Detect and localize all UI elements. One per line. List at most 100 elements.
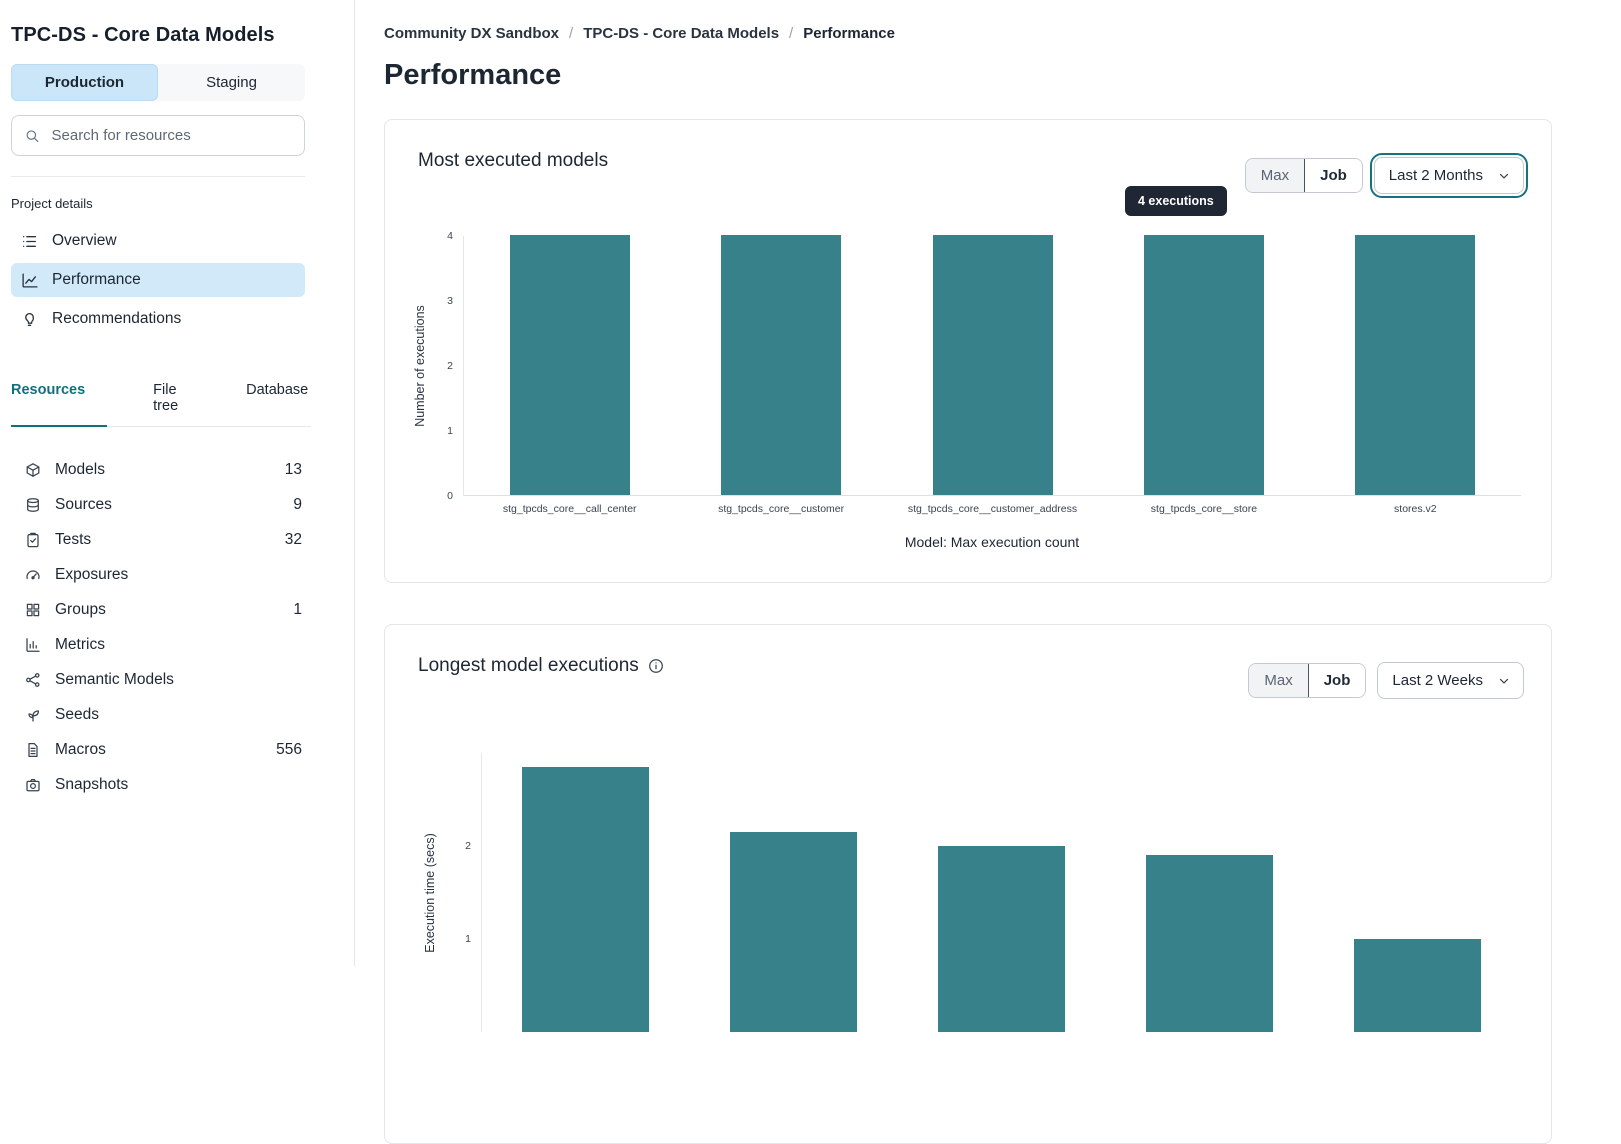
bar[interactable]	[937, 846, 1065, 1032]
card-longest-model-executions: Longest model executions Max Job Last 2 …	[384, 624, 1552, 1144]
x-tick-label: stg_tpcds_core__customer	[718, 503, 845, 515]
line-chart-icon	[22, 272, 38, 288]
time-range-select[interactable]: Last 2 Months	[1369, 153, 1529, 198]
semantic-network-icon	[26, 672, 40, 687]
bar[interactable]	[1353, 939, 1481, 1032]
resource-row-snapshots[interactable]: Snapshots	[11, 767, 305, 802]
list-icon	[22, 235, 37, 247]
resource-label: Metrics	[55, 635, 105, 653]
env-tab-production[interactable]: Production	[11, 64, 158, 101]
breadcrumb-separator: /	[789, 25, 794, 42]
sidebar-item-performance[interactable]: Performance	[11, 263, 305, 297]
camera-icon	[26, 778, 40, 791]
time-range-select[interactable]: Last 2 Weeks	[1377, 662, 1524, 699]
resource-count: 32	[284, 530, 302, 548]
resource-row-sources[interactable]: Sources 9	[11, 487, 305, 522]
bar-chart-longest-executions: Execution time (secs) 1 2	[423, 753, 1521, 1032]
breadcrumb-separator: /	[569, 25, 574, 42]
breadcrumb-item[interactable]: Community DX Sandbox	[384, 25, 560, 42]
resource-row-exposures[interactable]: Exposures	[11, 557, 305, 592]
clipboard-check-icon	[27, 532, 39, 547]
sprout-icon	[28, 709, 40, 722]
resource-row-seeds[interactable]: Seeds	[11, 697, 305, 732]
env-tab-staging[interactable]: Staging	[206, 74, 257, 91]
y-tick-label: 3	[447, 295, 453, 307]
bar[interactable]	[509, 235, 630, 495]
project-title: TPC-DS - Core Data Models	[11, 24, 275, 46]
bar[interactable]	[1145, 855, 1273, 1032]
chart-tooltip: 4 executions	[1125, 186, 1227, 216]
toggle-job-button[interactable]: Job	[1308, 664, 1366, 697]
chevron-down-icon	[1499, 173, 1509, 179]
bar[interactable]	[1355, 235, 1476, 495]
grid-icon	[26, 603, 40, 616]
resource-count: 1	[293, 600, 302, 618]
project-details-nav: Overview Performance Recommendations	[11, 224, 305, 336]
tab-resources[interactable]: Resources	[11, 372, 108, 427]
resource-label: Models	[55, 460, 105, 478]
info-icon[interactable]	[648, 658, 664, 674]
database-icon	[27, 497, 39, 512]
bar-slot: stg_tpcds_core__store	[1098, 235, 1309, 515]
time-range-value: Last 2 Months	[1388, 167, 1483, 184]
sidebar-item-label: Overview	[52, 232, 117, 249]
cube-icon	[26, 462, 40, 477]
search-input[interactable]	[49, 126, 291, 145]
resource-row-models[interactable]: Models 13	[11, 452, 305, 487]
resource-count: 13	[284, 460, 302, 478]
resource-label: Exposures	[55, 565, 129, 583]
plot-area	[481, 753, 1521, 1032]
x-axis-title: Model: Max execution count	[904, 534, 1080, 550]
toggle-max-button[interactable]: Max	[1249, 664, 1309, 697]
resource-row-metrics[interactable]: Metrics	[11, 627, 305, 662]
y-axis-label: Number of executions	[413, 305, 427, 427]
bar[interactable]	[1143, 235, 1264, 495]
y-tick-label: 1	[465, 933, 471, 945]
resource-row-tests[interactable]: Tests 32	[11, 522, 305, 557]
max-job-toggle: Max Job	[1244, 158, 1363, 193]
bar-slot: stg_tpcds_core__call_center	[464, 235, 675, 515]
resource-row-semantic-models[interactable]: Semantic Models	[11, 662, 305, 697]
bar[interactable]	[932, 235, 1053, 495]
resource-count: 9	[293, 495, 302, 513]
sidebar-item-overview[interactable]: Overview	[11, 224, 305, 258]
y-tick-label: 2	[465, 840, 471, 852]
resource-label: Semantic Models	[55, 670, 174, 688]
environment-tabs: Production Staging	[11, 64, 305, 101]
bar-slot	[1105, 753, 1313, 1032]
resource-tabs: Resources File tree Database	[11, 372, 311, 427]
resource-row-macros[interactable]: Macros 556	[11, 732, 305, 767]
bar-chart-icon	[26, 637, 40, 652]
file-icon	[28, 742, 38, 757]
bar[interactable]	[522, 766, 650, 1032]
bar-slot: stg_tpcds_core__customer	[675, 235, 886, 515]
tab-file-tree[interactable]: File tree	[153, 382, 179, 414]
x-tick-label: stg_tpcds_core__call_center	[502, 503, 637, 515]
y-tick-label: 4	[447, 230, 453, 242]
lightbulb-icon	[25, 312, 35, 326]
y-tick-label: 1	[447, 425, 453, 437]
search-box[interactable]	[11, 115, 305, 156]
time-range-value: Last 2 Weeks	[1392, 672, 1483, 689]
y-tick-label: 0	[447, 490, 453, 502]
resource-label: Snapshots	[55, 775, 129, 793]
tab-database[interactable]: Database	[246, 382, 309, 398]
sidebar-item-label: Performance	[52, 271, 141, 288]
page-title: Performance	[384, 59, 562, 91]
main-content: Community DX Sandbox / TPC-DS - Core Dat…	[355, 0, 1621, 1144]
y-axis-ticks: 0 1 2 3 4	[429, 230, 463, 502]
project-details-label: Project details	[11, 196, 93, 211]
breadcrumb-item[interactable]: TPC-DS - Core Data Models	[583, 25, 780, 42]
y-axis-label: Execution time (secs)	[423, 833, 437, 953]
resource-row-groups[interactable]: Groups 1	[11, 592, 305, 627]
plot-area: stg_tpcds_core__call_center stg_tpcds_cor…	[463, 235, 1521, 515]
bar[interactable]	[730, 832, 858, 1032]
toggle-job-button[interactable]: Job	[1305, 159, 1362, 192]
toggle-max-button[interactable]: Max	[1245, 159, 1306, 192]
sidebar-item-recommendations[interactable]: Recommendations	[11, 302, 305, 336]
card-most-executed-models: Most executed models Max Job Last 2 Mont…	[384, 119, 1552, 583]
x-tick-label: stores.v2	[1394, 503, 1437, 515]
chart-title: Most executed models	[418, 150, 609, 171]
bar[interactable]	[721, 235, 842, 495]
gauge-icon	[26, 569, 40, 579]
